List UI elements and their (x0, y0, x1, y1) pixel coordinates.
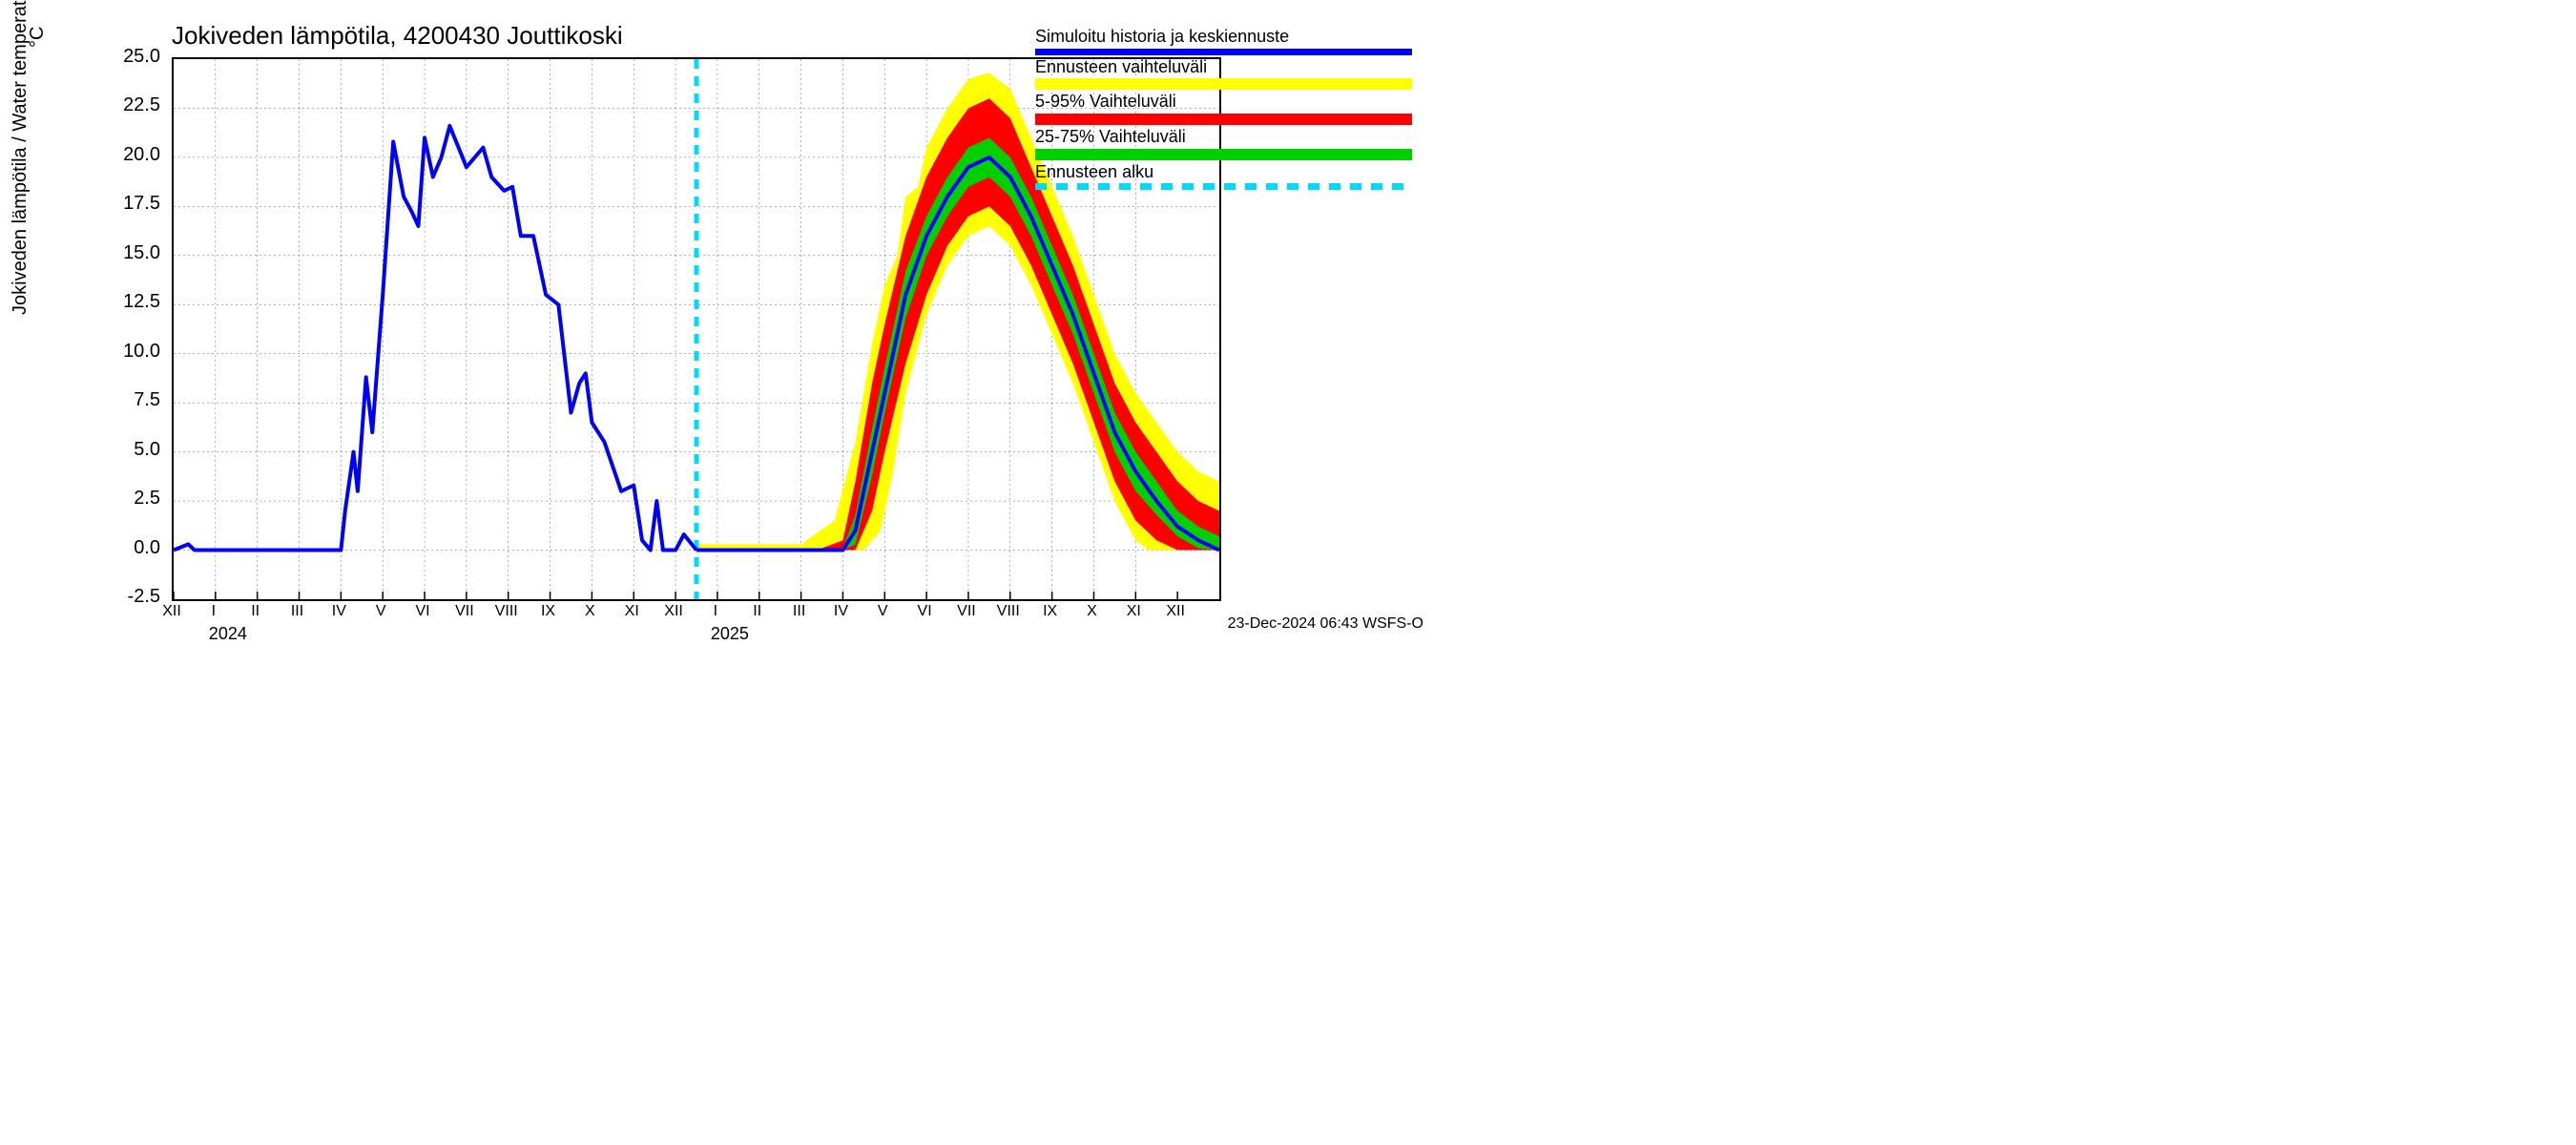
legend-label: 25-75% Vaihteluväli (1035, 127, 1412, 147)
year-label: 2025 (711, 624, 749, 644)
legend-label: Simuloitu historia ja keskiennuste (1035, 27, 1412, 47)
year-label: 2024 (209, 624, 247, 644)
legend-label: 5-95% Vaihteluväli (1035, 92, 1412, 112)
legend-swatch (1035, 183, 1412, 190)
xtick-label: X (585, 603, 595, 620)
xtick-label: XI (1127, 603, 1141, 620)
legend-label: Ennusteen vaihteluväli (1035, 57, 1412, 77)
xtick-label: VII (455, 603, 474, 620)
xtick-label: IV (332, 603, 346, 620)
xtick-label: I (714, 603, 717, 620)
ytick-label: 12.5 (103, 291, 160, 313)
legend-item: 25-75% Vaihteluväli (1035, 127, 1412, 160)
ytick-label: 22.5 (103, 94, 160, 116)
xtick-label: XII (664, 603, 683, 620)
legend-item: 5-95% Vaihteluväli (1035, 92, 1412, 125)
ytick-label: 15.0 (103, 242, 160, 264)
xtick-label: V (878, 603, 888, 620)
xtick-label: III (291, 603, 303, 620)
legend-swatch (1035, 49, 1412, 55)
xtick-label: VIII (997, 603, 1020, 620)
ytick-label: 0.0 (103, 537, 160, 559)
legend-swatch (1035, 78, 1412, 90)
ytick-label: 25.0 (103, 46, 160, 68)
xtick-label: VII (957, 603, 976, 620)
chart-container: °C Jokiveden lämpötila / Water temperatu… (0, 0, 1431, 636)
xtick-label: VIII (495, 603, 518, 620)
ytick-label: 2.5 (103, 488, 160, 510)
xtick-label: I (212, 603, 216, 620)
xtick-label: X (1087, 603, 1097, 620)
xtick-label: IV (834, 603, 848, 620)
xtick-label: II (753, 603, 761, 620)
xtick-label: V (376, 603, 386, 620)
ytick-label: 7.5 (103, 389, 160, 411)
legend-swatch (1035, 149, 1412, 160)
xtick-label: VI (415, 603, 429, 620)
footer-timestamp: 23-Dec-2024 06:43 WSFS-O (1228, 615, 1423, 633)
legend-label: Ennusteen alku (1035, 162, 1412, 182)
xtick-label: II (251, 603, 260, 620)
legend: Simuloitu historia ja keskiennuste Ennust… (1035, 27, 1412, 192)
ytick-label: 17.5 (103, 193, 160, 215)
legend-item: Ennusteen vaihteluväli (1035, 57, 1412, 91)
xtick-label: III (793, 603, 805, 620)
chart-title: Jokiveden lämpötila, 4200430 Jouttikoski (172, 21, 623, 51)
ytick-label: 10.0 (103, 341, 160, 363)
ytick-label: -2.5 (103, 586, 160, 608)
legend-swatch (1035, 114, 1412, 125)
y-axis-label: Jokiveden lämpötila / Water temperature (10, 0, 31, 315)
xtick-label: XI (625, 603, 639, 620)
xtick-label: VI (918, 603, 932, 620)
legend-item: Ennusteen alku (1035, 162, 1412, 191)
xtick-label: XII (1166, 603, 1185, 620)
ytick-label: 5.0 (103, 439, 160, 461)
xtick-label: IX (541, 603, 555, 620)
legend-item: Simuloitu historia ja keskiennuste (1035, 27, 1412, 55)
ytick-label: 20.0 (103, 144, 160, 166)
xtick-label: IX (1043, 603, 1057, 620)
xtick-label: XII (162, 603, 181, 620)
